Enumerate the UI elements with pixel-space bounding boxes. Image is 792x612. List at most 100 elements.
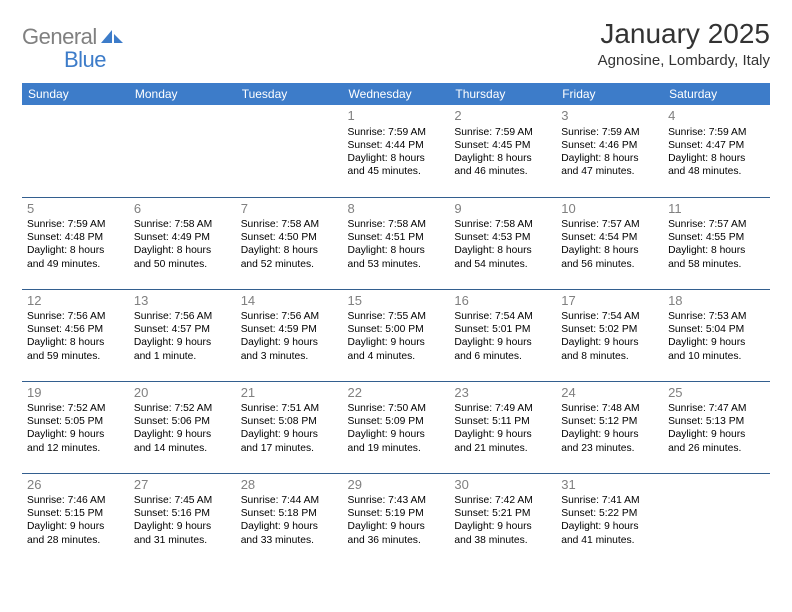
calendar-table: Sunday Monday Tuesday Wednesday Thursday… bbox=[22, 83, 770, 565]
day-number: 22 bbox=[348, 385, 445, 402]
daylight-text: and 26 minutes. bbox=[668, 442, 765, 455]
daylight-text: and 59 minutes. bbox=[27, 350, 124, 363]
sunrise-text: Sunrise: 7:55 AM bbox=[348, 310, 445, 323]
daylight-text: Daylight: 9 hours bbox=[668, 428, 765, 441]
calendar-day-cell bbox=[22, 105, 129, 197]
sunset-text: Sunset: 5:01 PM bbox=[454, 323, 551, 336]
sunset-text: Sunset: 4:57 PM bbox=[134, 323, 231, 336]
daylight-text: Daylight: 8 hours bbox=[348, 152, 445, 165]
calendar-day-cell bbox=[129, 105, 236, 197]
daylight-text: and 17 minutes. bbox=[241, 442, 338, 455]
day-number: 3 bbox=[561, 108, 658, 125]
sunrise-text: Sunrise: 7:44 AM bbox=[241, 494, 338, 507]
daylight-text: and 47 minutes. bbox=[561, 165, 658, 178]
weekday-header: Thursday bbox=[449, 83, 556, 105]
weekday-header: Saturday bbox=[663, 83, 770, 105]
day-number: 7 bbox=[241, 201, 338, 218]
day-number: 5 bbox=[27, 201, 124, 218]
daylight-text: and 23 minutes. bbox=[561, 442, 658, 455]
calendar-week-row: 19Sunrise: 7:52 AMSunset: 5:05 PMDayligh… bbox=[22, 381, 770, 473]
daylight-text: Daylight: 8 hours bbox=[134, 244, 231, 257]
daylight-text: and 45 minutes. bbox=[348, 165, 445, 178]
calendar-day-cell: 16Sunrise: 7:54 AMSunset: 5:01 PMDayligh… bbox=[449, 289, 556, 381]
calendar-day-cell: 10Sunrise: 7:57 AMSunset: 4:54 PMDayligh… bbox=[556, 197, 663, 289]
day-number: 31 bbox=[561, 477, 658, 494]
calendar-day-cell: 18Sunrise: 7:53 AMSunset: 5:04 PMDayligh… bbox=[663, 289, 770, 381]
daylight-text: Daylight: 9 hours bbox=[241, 428, 338, 441]
daylight-text: and 54 minutes. bbox=[454, 258, 551, 271]
sunrise-text: Sunrise: 7:42 AM bbox=[454, 494, 551, 507]
day-number: 20 bbox=[134, 385, 231, 402]
day-number: 12 bbox=[27, 293, 124, 310]
day-number: 16 bbox=[454, 293, 551, 310]
weekday-header-row: Sunday Monday Tuesday Wednesday Thursday… bbox=[22, 83, 770, 105]
sunrise-text: Sunrise: 7:41 AM bbox=[561, 494, 658, 507]
daylight-text: Daylight: 8 hours bbox=[27, 336, 124, 349]
daylight-text: and 21 minutes. bbox=[454, 442, 551, 455]
weekday-header: Friday bbox=[556, 83, 663, 105]
calendar-day-cell: 14Sunrise: 7:56 AMSunset: 4:59 PMDayligh… bbox=[236, 289, 343, 381]
sunset-text: Sunset: 5:21 PM bbox=[454, 507, 551, 520]
calendar-day-cell: 9Sunrise: 7:58 AMSunset: 4:53 PMDaylight… bbox=[449, 197, 556, 289]
daylight-text: and 41 minutes. bbox=[561, 534, 658, 547]
day-number: 10 bbox=[561, 201, 658, 218]
daylight-text: Daylight: 8 hours bbox=[668, 244, 765, 257]
sunset-text: Sunset: 4:46 PM bbox=[561, 139, 658, 152]
sunset-text: Sunset: 4:54 PM bbox=[561, 231, 658, 244]
daylight-text: and 31 minutes. bbox=[134, 534, 231, 547]
day-number: 28 bbox=[241, 477, 338, 494]
sunrise-text: Sunrise: 7:59 AM bbox=[27, 218, 124, 231]
sunset-text: Sunset: 4:49 PM bbox=[134, 231, 231, 244]
daylight-text: Daylight: 9 hours bbox=[134, 428, 231, 441]
sunset-text: Sunset: 4:48 PM bbox=[27, 231, 124, 244]
sunset-text: Sunset: 5:16 PM bbox=[134, 507, 231, 520]
daylight-text: Daylight: 9 hours bbox=[454, 428, 551, 441]
calendar-week-row: 5Sunrise: 7:59 AMSunset: 4:48 PM Daylight… bbox=[22, 197, 770, 289]
day-number: 21 bbox=[241, 385, 338, 402]
calendar-day-cell: 22Sunrise: 7:50 AMSunset: 5:09 PMDayligh… bbox=[343, 381, 450, 473]
calendar-day-cell bbox=[663, 473, 770, 565]
sunset-text: Sunset: 5:08 PM bbox=[241, 415, 338, 428]
daylight-text: Daylight: 9 hours bbox=[134, 336, 231, 349]
daylight-text: Daylight: 8 hours bbox=[454, 244, 551, 257]
daylight-text: Daylight: 9 hours bbox=[134, 520, 231, 533]
sunset-text: Sunset: 5:11 PM bbox=[454, 415, 551, 428]
daylight-text: and 46 minutes. bbox=[454, 165, 551, 178]
day-number: 8 bbox=[348, 201, 445, 218]
sunrise-text: Sunrise: 7:58 AM bbox=[454, 218, 551, 231]
daylight-text: and 19 minutes. bbox=[348, 442, 445, 455]
day-number: 11 bbox=[668, 201, 765, 218]
day-number: 14 bbox=[241, 293, 338, 310]
daylight-text: Daylight: 9 hours bbox=[561, 520, 658, 533]
calendar-day-cell: 8Sunrise: 7:58 AMSunset: 4:51 PMDaylight… bbox=[343, 197, 450, 289]
weekday-header: Sunday bbox=[22, 83, 129, 105]
sunrise-text: Sunrise: 7:54 AM bbox=[561, 310, 658, 323]
calendar-day-cell: 19Sunrise: 7:52 AMSunset: 5:05 PMDayligh… bbox=[22, 381, 129, 473]
sunset-text: Sunset: 5:02 PM bbox=[561, 323, 658, 336]
sunset-text: Sunset: 5:15 PM bbox=[27, 507, 124, 520]
sunset-text: Sunset: 5:09 PM bbox=[348, 415, 445, 428]
calendar-day-cell bbox=[236, 105, 343, 197]
calendar-page: General January 2025 Agnosine, Lombardy,… bbox=[0, 0, 792, 583]
daylight-text: Daylight: 8 hours bbox=[668, 152, 765, 165]
sunrise-text: Sunrise: 7:54 AM bbox=[454, 310, 551, 323]
sunset-text: Sunset: 4:50 PM bbox=[241, 231, 338, 244]
calendar-day-cell: 4Sunrise: 7:59 AMSunset: 4:47 PMDaylight… bbox=[663, 105, 770, 197]
daylight-text: Daylight: 8 hours bbox=[348, 244, 445, 257]
calendar-day-cell: 21Sunrise: 7:51 AMSunset: 5:08 PMDayligh… bbox=[236, 381, 343, 473]
sunset-text: Sunset: 4:51 PM bbox=[348, 231, 445, 244]
daylight-text: Daylight: 9 hours bbox=[348, 428, 445, 441]
sunrise-text: Sunrise: 7:59 AM bbox=[348, 126, 445, 139]
sunrise-text: Sunrise: 7:59 AM bbox=[454, 126, 551, 139]
daylight-text: Daylight: 9 hours bbox=[348, 336, 445, 349]
calendar-day-cell: 13Sunrise: 7:56 AMSunset: 4:57 PMDayligh… bbox=[129, 289, 236, 381]
weekday-header: Tuesday bbox=[236, 83, 343, 105]
calendar-day-cell: 12Sunrise: 7:56 AMSunset: 4:56 PMDayligh… bbox=[22, 289, 129, 381]
calendar-day-cell: 28Sunrise: 7:44 AMSunset: 5:18 PMDayligh… bbox=[236, 473, 343, 565]
daylight-text: and 38 minutes. bbox=[454, 534, 551, 547]
daylight-text: Daylight: 9 hours bbox=[668, 336, 765, 349]
day-number: 13 bbox=[134, 293, 231, 310]
sunrise-text: Sunrise: 7:56 AM bbox=[27, 310, 124, 323]
calendar-day-cell: 25Sunrise: 7:47 AMSunset: 5:13 PMDayligh… bbox=[663, 381, 770, 473]
sunrise-text: Sunrise: 7:45 AM bbox=[134, 494, 231, 507]
